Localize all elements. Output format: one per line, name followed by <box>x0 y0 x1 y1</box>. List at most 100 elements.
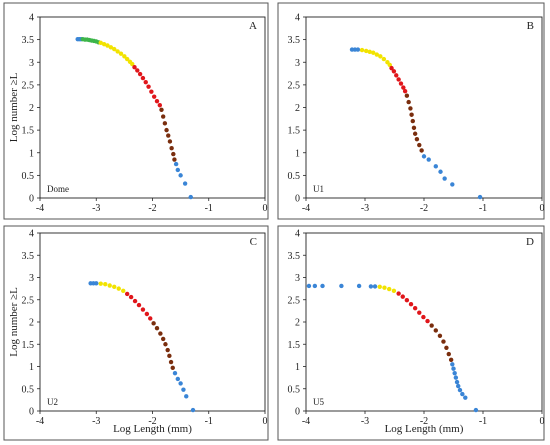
y-tick-label: 3.5 <box>22 251 35 262</box>
data-point <box>173 161 179 167</box>
data-point <box>406 99 411 105</box>
data-point <box>164 127 169 133</box>
sample-label: U5 <box>313 397 324 407</box>
data-point <box>404 93 410 98</box>
y-tick-label: 0.5 <box>22 171 35 182</box>
data-point <box>448 357 454 363</box>
x-tick-label: -3 <box>361 416 369 427</box>
data-point <box>178 381 183 386</box>
data-segment <box>396 291 430 324</box>
data-point <box>137 71 143 77</box>
data-point <box>116 286 121 291</box>
y-tick-label: 1 <box>295 148 300 159</box>
x-tick-label: -1 <box>479 203 487 214</box>
y-tick-label: 3 <box>295 273 300 284</box>
data-point <box>374 52 379 57</box>
data-point <box>103 281 108 287</box>
data-point <box>460 391 465 397</box>
data-point <box>140 75 146 81</box>
x-tick-label: -2 <box>420 416 428 427</box>
panel-frame <box>277 225 545 441</box>
data-point <box>171 151 176 157</box>
data-segment <box>389 65 408 94</box>
data-point <box>368 284 374 289</box>
chart-panel-d: -4 -3 -2 -1 0 0 0.5 1 1.5 2 2.5 3 3.5 4 Log Length (mm… <box>277 225 545 441</box>
data-point <box>320 283 325 289</box>
data-point <box>408 302 414 307</box>
panel-letter: B <box>527 20 534 32</box>
y-tick-label: 2.5 <box>288 295 301 306</box>
y-tick-label: 1 <box>29 148 34 159</box>
y-tick-label: 2.5 <box>22 295 35 306</box>
data-segment <box>124 291 153 321</box>
x-tick-label: -2 <box>420 203 428 214</box>
x-tick-label: -4 <box>302 203 310 214</box>
data-point <box>128 294 134 300</box>
y-tick-label: 0.5 <box>288 384 301 395</box>
data-segment <box>98 281 126 294</box>
data-point <box>477 194 483 200</box>
data-point <box>412 306 418 311</box>
data-point <box>417 310 422 315</box>
data-point <box>425 318 430 324</box>
data-point <box>412 131 418 136</box>
data-point <box>167 139 173 144</box>
data-point <box>115 49 120 54</box>
data-point <box>132 65 137 70</box>
data-point <box>429 323 434 328</box>
x-tick-label: 0 <box>263 416 268 427</box>
data-point <box>163 342 168 347</box>
x-axis-label: Log Length (mm) <box>385 423 464 435</box>
y-tick-label: 3 <box>29 58 34 69</box>
data-point <box>473 407 479 413</box>
data-point <box>400 294 405 299</box>
data-point <box>175 167 181 173</box>
data-point <box>417 142 422 148</box>
data-segment <box>132 65 163 108</box>
chart-panel-c: -4 -3 -2 -1 0 0 0.5 1 1.5 2 2.5 3 3.5 4 Log number ≥L L… <box>3 225 269 441</box>
data-point <box>105 43 110 48</box>
data-point <box>101 41 107 47</box>
data-point <box>121 288 126 294</box>
data-segment <box>429 323 454 363</box>
data-point <box>170 365 175 371</box>
data-point <box>159 107 164 112</box>
data-segment <box>98 40 135 67</box>
data-point <box>446 351 451 357</box>
panel-frame <box>3 2 269 220</box>
sample-label: U1 <box>313 184 324 194</box>
data-point <box>98 281 103 286</box>
data-point <box>175 376 181 382</box>
data-segment <box>172 370 196 413</box>
y-tick-label: 4 <box>295 229 300 240</box>
y-tick-label: 2.5 <box>288 80 301 91</box>
data-point <box>108 45 114 50</box>
data-point <box>408 106 413 111</box>
data-point <box>122 54 127 59</box>
data-point <box>112 46 117 52</box>
data-point <box>169 146 174 151</box>
y-tick-label: 0 <box>295 407 300 418</box>
data-point <box>151 94 157 99</box>
x-tick-label: -3 <box>92 416 100 427</box>
x-tick-label: 0 <box>540 203 545 214</box>
data-point <box>404 297 410 303</box>
x-tick-label: -2 <box>148 416 156 427</box>
y-tick-label: 1 <box>295 362 300 373</box>
data-point <box>454 379 460 385</box>
data-point <box>172 370 178 376</box>
y-tick-label: 3.5 <box>22 35 35 46</box>
y-tick-label: 4 <box>295 13 300 24</box>
data-point <box>306 283 312 289</box>
data-point <box>453 375 459 380</box>
data-point <box>363 48 369 54</box>
data-segment <box>349 47 361 52</box>
data-point <box>441 339 446 344</box>
data-point <box>414 136 420 142</box>
data-point <box>172 157 177 162</box>
data-point <box>367 49 372 55</box>
y-tick-label: 0 <box>29 407 34 418</box>
y-tick-label: 2 <box>29 318 34 329</box>
y-axis-label: Log number ≥L <box>8 287 20 357</box>
